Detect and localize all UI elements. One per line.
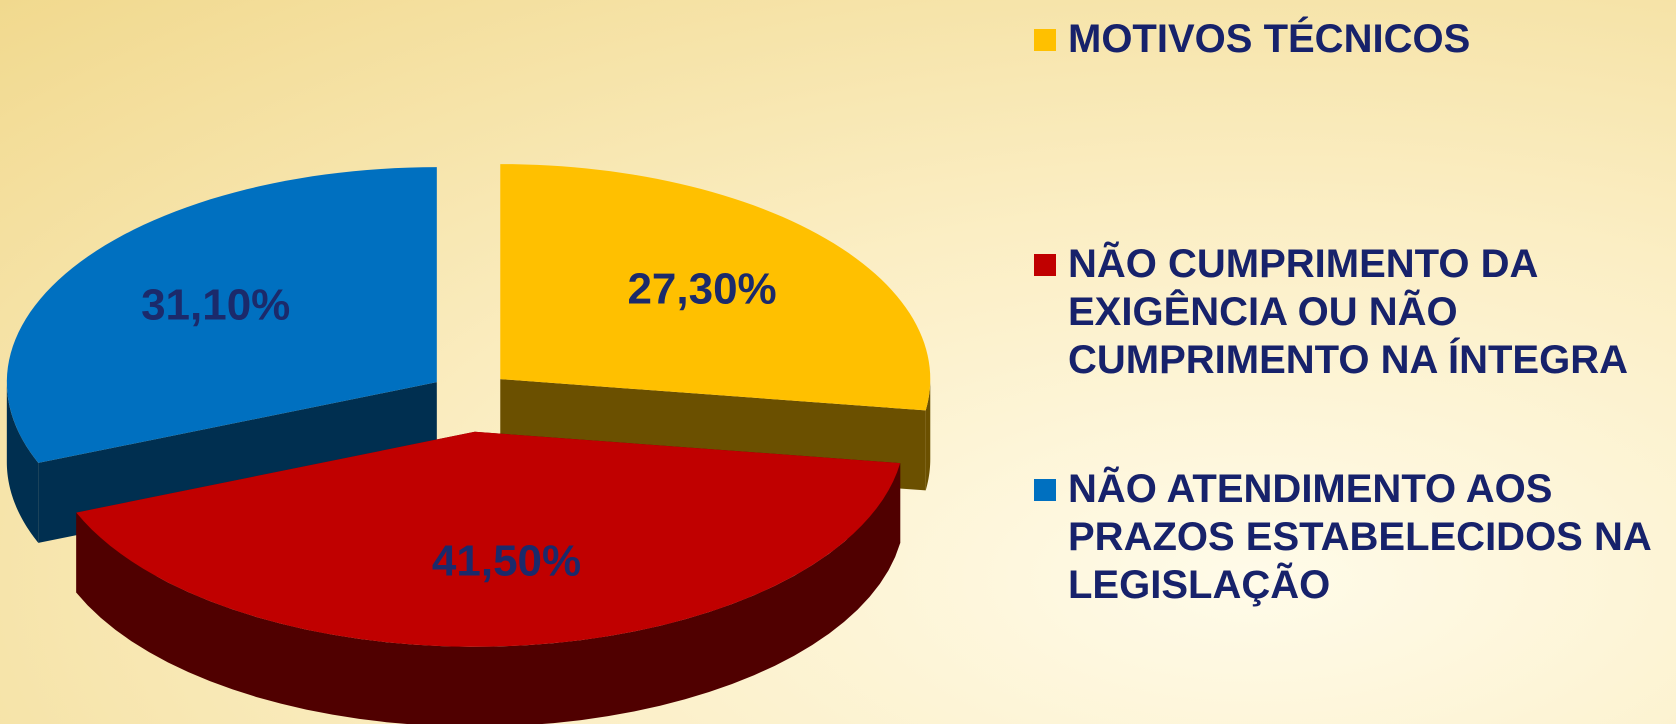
page: 27,30% 31,10% 41,50% MOTIVOS TÉCNICOS NÃO C…	[0, 0, 1676, 724]
legend-item: MOTIVOS TÉCNICOS	[1068, 15, 1668, 63]
chart: 27,30% 31,10% 41,50%	[0, 0, 1000, 724]
legend-label: NÃO CUMPRIMENTO DA EXIGÊNCIA OU NÃO CUMP…	[1068, 240, 1668, 384]
legend-label: MOTIVOS TÉCNICOS	[1068, 15, 1668, 63]
value-label: 31,10%	[141, 280, 290, 329]
legend-item: NÃO ATENDIMENTO AOS PRAZOS ESTABELECIDOS…	[1068, 465, 1668, 609]
legend-label: NÃO ATENDIMENTO AOS PRAZOS ESTABELECIDOS…	[1068, 465, 1668, 609]
legend-swatch	[1034, 29, 1056, 51]
legend-swatch	[1034, 254, 1056, 276]
legend-item: NÃO CUMPRIMENTO DA EXIGÊNCIA OU NÃO CUMP…	[1068, 240, 1668, 384]
value-label: 41,50%	[432, 537, 581, 586]
legend-swatch	[1034, 479, 1056, 501]
value-label: 27,30%	[627, 265, 776, 314]
